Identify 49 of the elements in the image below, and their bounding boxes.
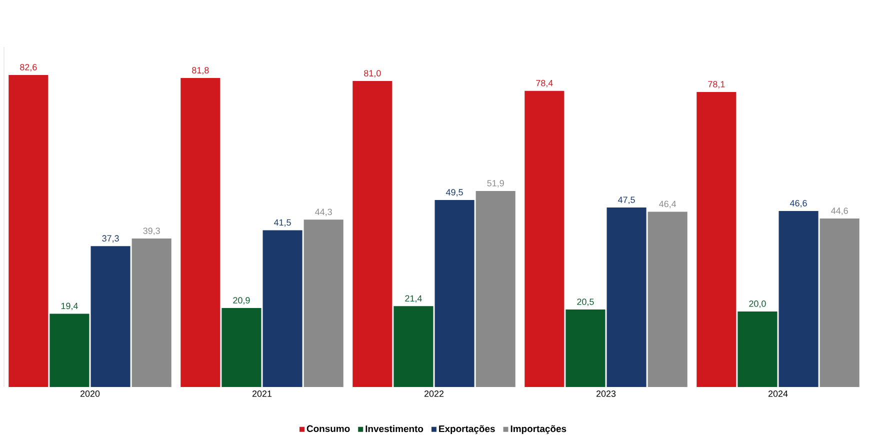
bar [394, 306, 434, 387]
legend-label: Investimento [366, 425, 424, 432]
bar [8, 74, 48, 387]
data-label: 51,9 [487, 180, 504, 188]
data-label: 19,4 [61, 302, 78, 310]
bar [352, 81, 392, 387]
x-tick-label: 2020 [80, 390, 100, 397]
data-label: 41,5 [274, 219, 291, 227]
data-label: 78,1 [708, 81, 725, 88]
data-label: 39,3 [143, 228, 160, 236]
legend-label: Exportações [439, 425, 495, 434]
data-label: 20,5 [577, 298, 594, 306]
data-label: 81,0 [364, 70, 381, 78]
bar [434, 200, 474, 387]
bar [648, 212, 688, 387]
bar [820, 218, 860, 387]
data-label: 21,4 [405, 295, 422, 303]
bar [606, 208, 646, 387]
data-label: 49,5 [446, 189, 463, 196]
bar [738, 311, 778, 387]
bar [50, 314, 90, 387]
data-label: 81,8 [192, 67, 209, 74]
bar [222, 308, 262, 387]
data-label: 44,3 [315, 208, 332, 216]
data-label: 46,6 [790, 200, 807, 208]
bar [304, 220, 344, 387]
data-label: 37,3 [102, 235, 119, 243]
bar [696, 92, 736, 387]
data-label: 44,6 [831, 208, 848, 215]
data-label: 47,5 [618, 196, 635, 204]
x-tick-label: 2021 [252, 390, 272, 397]
bar [132, 238, 172, 387]
x-tick-label: 2022 [424, 390, 444, 397]
data-label: 20,0 [749, 300, 766, 308]
bar [524, 90, 564, 387]
bar [90, 246, 130, 387]
bar [566, 310, 606, 387]
data-label: 46,4 [659, 200, 676, 208]
bar [180, 78, 220, 387]
bar [262, 230, 302, 387]
legend-label: Consumo [306, 425, 350, 432]
data-label: 82,6 [20, 64, 37, 72]
x-tick-label: 2023 [596, 390, 616, 397]
data-label: 78,4 [536, 80, 553, 88]
legend-label: Importações [510, 425, 566, 434]
x-tick-label: 2024 [768, 390, 788, 397]
bar [476, 190, 516, 387]
data-label: 20,9 [233, 297, 250, 305]
bar [778, 210, 818, 387]
